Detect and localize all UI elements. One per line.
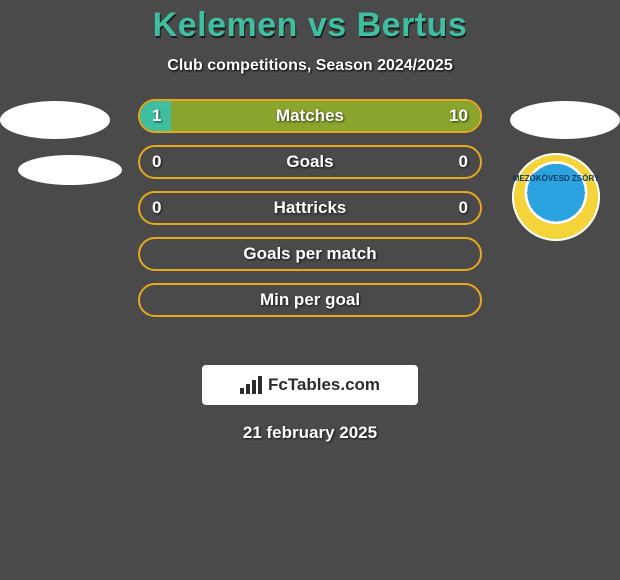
player-left-badge-1	[0, 101, 110, 139]
bar-label: Goals	[140, 152, 480, 172]
bar-value-left: 0	[152, 152, 161, 172]
bar-value-left: 0	[152, 198, 161, 218]
stat-bar: 0 0Goals	[138, 145, 482, 179]
brand-chart-icon	[240, 376, 262, 394]
crest-text: MEZŐKÖVESD ZSÓRY	[513, 175, 599, 184]
infographic-root: Kelemen vs Bertus Club competitions, Sea…	[0, 0, 620, 443]
player-left-badge-2	[18, 155, 122, 185]
bar-value-right: 0	[459, 198, 468, 218]
stat-bar: 110Matches	[138, 99, 482, 133]
bar-label: Hattricks	[140, 198, 480, 218]
bar-fill-right	[171, 101, 480, 131]
stat-bars: 110Matches00Goals00HattricksGoals per ma…	[138, 99, 482, 317]
page-title: Kelemen vs Bertus	[0, 6, 620, 45]
player-right-club-crest: MEZŐKÖVESD ZSÓRY	[512, 153, 600, 241]
comparison-area: MEZŐKÖVESD ZSÓRY 110Matches00Goals00Hatt…	[0, 103, 620, 343]
date-text: 21 february 2025	[0, 423, 620, 443]
bar-label: Goals per match	[140, 244, 480, 264]
player-right-badge-1	[510, 101, 620, 139]
stat-bar: Min per goal	[138, 283, 482, 317]
bar-value-left: 1	[152, 106, 161, 126]
subtitle: Club competitions, Season 2024/2025	[0, 57, 620, 75]
stat-bar: 0 0Hattricks	[138, 191, 482, 225]
brand-badge: FcTables.com	[202, 365, 418, 405]
stat-bar: Goals per match	[138, 237, 482, 271]
bar-value-right: 10	[449, 106, 468, 126]
bar-value-right: 0	[459, 152, 468, 172]
bar-label: Min per goal	[140, 290, 480, 310]
brand-text: FcTables.com	[268, 375, 380, 395]
